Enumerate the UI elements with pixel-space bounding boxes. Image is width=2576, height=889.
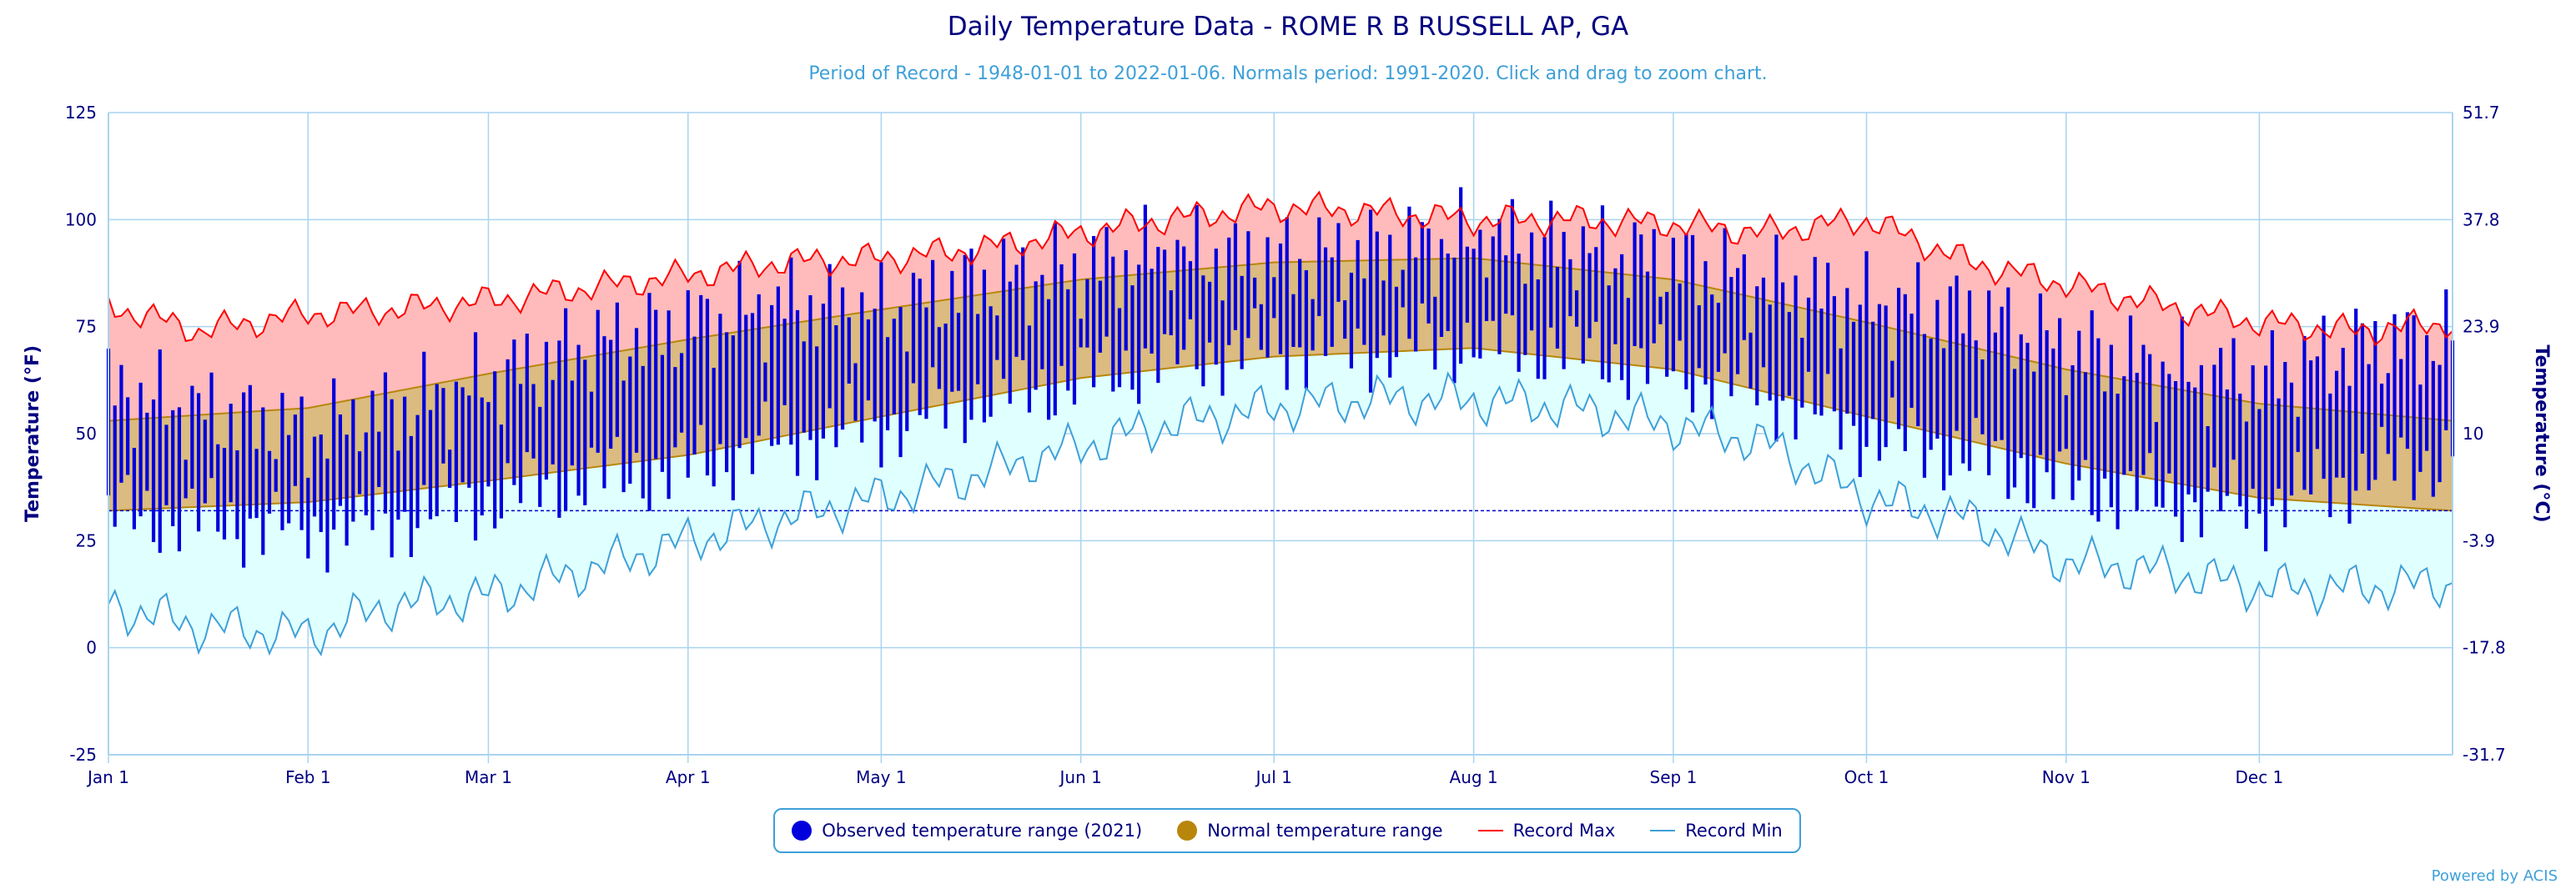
legend-item-record-max[interactable]: Record Max	[1477, 821, 1616, 841]
y-tick-label: 25	[76, 530, 97, 550]
record-max-line	[108, 190, 2453, 347]
record-lines	[108, 190, 2453, 657]
x-tick-label: Jul 1	[1255, 767, 1292, 787]
record-min-swatch-icon	[1650, 830, 1676, 831]
record-max-swatch-icon	[1477, 830, 1503, 831]
record-max-band	[108, 192, 2453, 421]
x-tick-label: Mar 1	[465, 767, 512, 787]
x-tick-label: Nov 1	[2042, 767, 2090, 787]
y2-tick-label: 37.8	[2463, 209, 2500, 229]
x-tick-label: Feb 1	[285, 767, 331, 787]
legend-item-record-min[interactable]: Record Min	[1650, 821, 1783, 841]
x-tick-label: May 1	[856, 767, 906, 787]
x-tick-label: Aug 1	[1450, 767, 1498, 787]
y-tick-label: 0	[86, 638, 97, 658]
y2-tick-label: -3.9	[2463, 530, 2495, 550]
normal-min-line	[108, 347, 2453, 512]
x-tick-label: Apr 1	[666, 767, 711, 787]
y-tick-label: 125	[65, 103, 97, 123]
y-tick-label: -25	[69, 745, 97, 765]
y-tick-label: 100	[65, 209, 97, 229]
y-axis-label-left: Temperature (°F)	[23, 345, 43, 522]
normal-swatch-icon	[1177, 821, 1198, 841]
x-tick-label: Sep 1	[1650, 767, 1698, 787]
legend-label-record-max: Record Max	[1512, 821, 1616, 841]
axis-layer: -25 -31.7 0 -17.8 25 -3.9 50 10 75 23.9 100 37.8 125…	[65, 103, 2506, 787]
y2-tick-label: 51.7	[2463, 103, 2500, 123]
chart-legend: Observed temperature range (2021) Normal…	[773, 808, 1801, 853]
x-tick-label: Jun 1	[1059, 767, 1102, 787]
y-axis-label-right: Temperature (°C)	[2531, 344, 2552, 522]
x-tick-label: Oct 1	[1844, 767, 1889, 787]
y-tick-label: 50	[76, 424, 97, 444]
powered-by-link[interactable]: Powered by ACIS	[2431, 867, 2558, 885]
y2-tick-label: -17.8	[2463, 638, 2506, 658]
legend-label-normal: Normal temperature range	[1207, 821, 1443, 841]
observed-swatch-icon	[792, 821, 813, 841]
y2-tick-label: 23.9	[2463, 317, 2500, 337]
legend-label-observed: Observed temperature range (2021)	[822, 821, 1143, 841]
record-min-line	[108, 371, 2453, 657]
y-tick-label: 75	[76, 317, 97, 337]
legend-label-record-min: Record Min	[1685, 821, 1783, 841]
legend-item-normal[interactable]: Normal temperature range	[1177, 821, 1443, 841]
x-tick-label: Jan 1	[86, 767, 129, 787]
y2-tick-label: -31.7	[2463, 745, 2506, 765]
chart-title: Daily Temperature Data - ROME R B RUSSEL…	[947, 12, 1629, 42]
legend-item-observed[interactable]: Observed temperature range (2021)	[792, 821, 1142, 841]
observed-bars	[106, 187, 2455, 573]
y2-tick-label: 10	[2463, 424, 2483, 444]
chart-subtitle: Period of Record - 1948-01-01 to 2022-01…	[808, 63, 1768, 84]
x-tick-label: Dec 1	[2236, 767, 2284, 787]
